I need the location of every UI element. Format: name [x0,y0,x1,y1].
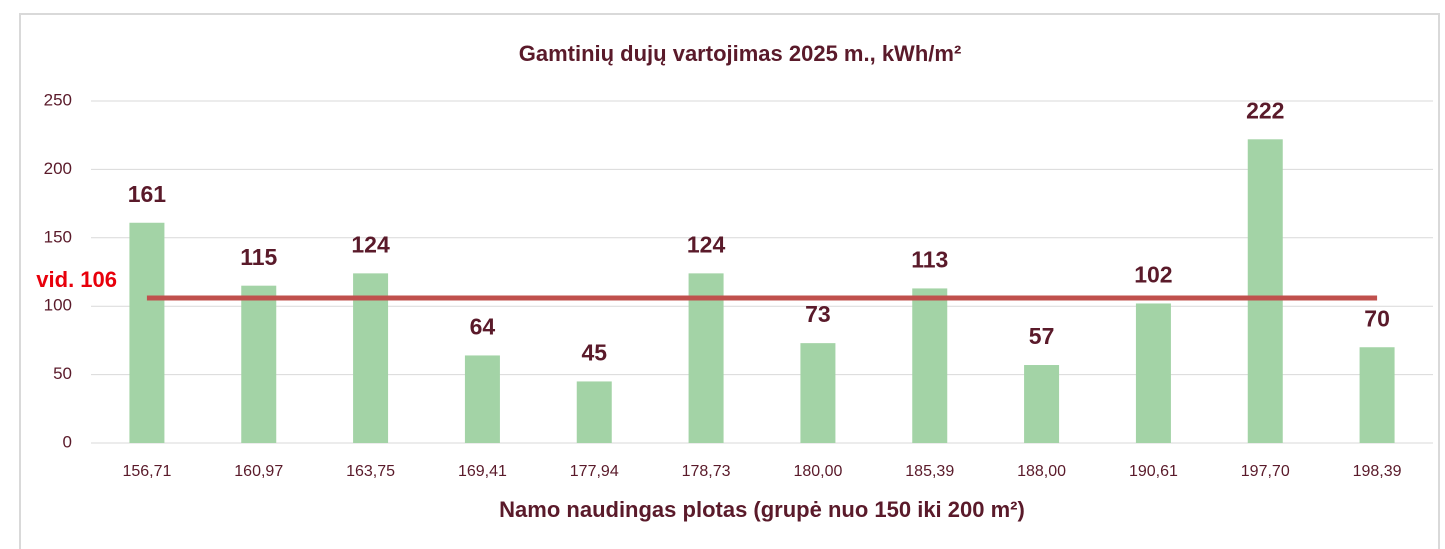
bar [1247,139,1283,443]
data-label: 115 [240,244,277,270]
data-label: 45 [581,340,607,366]
data-label: 102 [1134,262,1172,288]
x-tick-label: 197,70 [1241,463,1290,480]
x-tick-label: 185,39 [905,463,954,480]
data-label: 73 [805,301,831,327]
x-tick-label: 163,75 [346,463,395,480]
chart-frame [19,13,1440,549]
bar [800,343,836,443]
x-tick-label: 198,39 [1353,463,1402,480]
x-tick-label: 160,97 [234,463,283,480]
chart-title: Gamtinių dujų vartojimas 2025 m., kWh/m² [519,41,962,66]
bar [241,285,277,443]
x-tick-label: 177,94 [570,463,619,480]
bar [576,381,612,443]
x-tick-label: 190,61 [1129,463,1178,480]
x-tick-label: 156,71 [122,463,171,480]
data-label: 64 [470,314,496,340]
x-tick-label: 180,00 [793,463,842,480]
bar [129,222,165,443]
y-tick-label: 200 [44,159,72,178]
data-label: 70 [1364,305,1390,331]
bar [1024,365,1060,443]
x-tick-label: 178,73 [682,463,731,480]
data-label: 57 [1029,323,1055,349]
bar [1359,347,1395,443]
data-label: 222 [1246,97,1284,123]
y-tick-label: 0 [63,432,72,451]
bar [353,273,389,443]
x-tick-label: 188,00 [1017,463,1066,480]
x-tick-label: 169,41 [458,463,507,480]
data-label: 124 [351,231,390,257]
data-label: 113 [911,246,948,272]
y-tick-label: 50 [53,364,72,383]
bar [688,273,724,443]
bar [912,288,948,443]
bar [1135,303,1171,443]
y-tick-label: 250 [44,90,72,109]
y-tick-label: 150 [44,227,72,246]
y-tick-label: 100 [44,296,72,315]
data-label: 124 [687,231,726,257]
bar [464,355,500,443]
average-label: vid. 106 [36,267,117,292]
data-label: 161 [128,181,167,207]
x-axis-title: Namo naudingas plotas (grupė nuo 150 iki… [499,497,1025,522]
